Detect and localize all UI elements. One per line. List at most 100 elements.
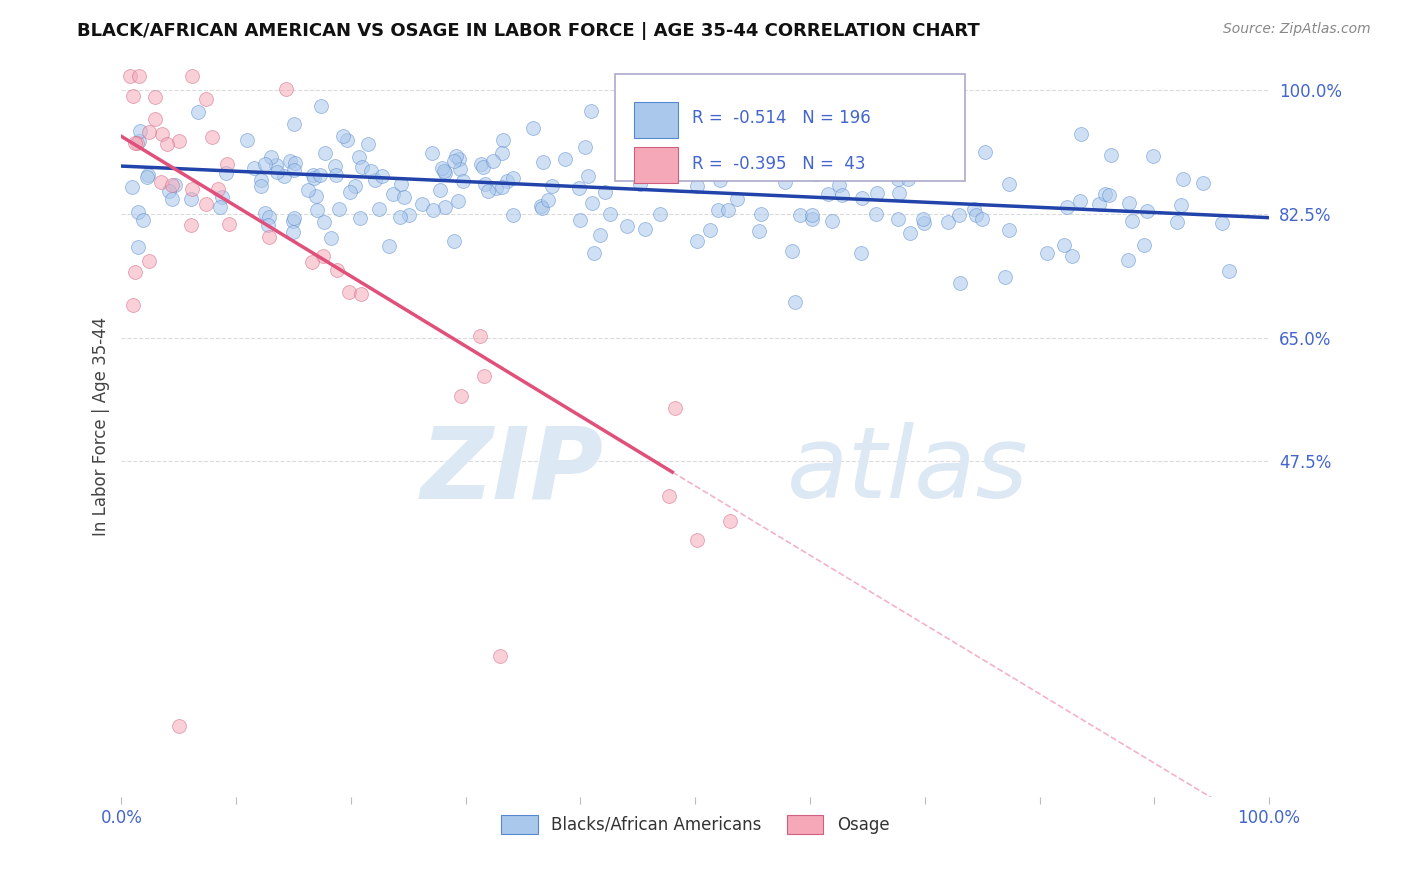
Point	[443, 154, 465, 169]
Point	[568, 213, 591, 227]
Point	[302, 170, 325, 185]
Point	[963, 202, 986, 217]
Point	[127, 205, 149, 219]
Point	[789, 208, 811, 222]
Point	[1053, 237, 1076, 252]
Point	[716, 157, 738, 171]
Point	[201, 130, 224, 145]
Point	[579, 103, 602, 118]
FancyBboxPatch shape	[614, 74, 965, 181]
Point	[1136, 203, 1159, 218]
Point	[890, 148, 912, 162]
Point	[865, 207, 887, 221]
Point	[138, 125, 160, 139]
Point	[259, 210, 281, 224]
Point	[398, 208, 420, 222]
Point	[710, 112, 733, 126]
Point	[250, 178, 273, 193]
Point	[581, 195, 603, 210]
Point	[785, 161, 807, 175]
Point	[775, 175, 797, 189]
Bar	[634, 147, 678, 183]
Point	[284, 156, 307, 170]
Point	[628, 177, 651, 191]
Point	[450, 389, 472, 403]
Point	[749, 207, 772, 221]
Point	[127, 240, 149, 254]
Point	[686, 178, 709, 193]
Point	[167, 719, 190, 733]
Point	[314, 215, 336, 229]
Point	[718, 514, 741, 528]
Point	[378, 239, 401, 253]
Point	[283, 211, 305, 225]
Point	[381, 187, 404, 202]
Point	[1056, 200, 1078, 214]
Point	[780, 244, 803, 259]
Point	[357, 137, 380, 152]
Point	[121, 180, 143, 194]
Point	[998, 177, 1021, 191]
Point	[127, 136, 149, 150]
Point	[429, 183, 451, 197]
Text: R =  -0.514   N = 196: R = -0.514 N = 196	[692, 110, 870, 128]
Point	[323, 159, 346, 173]
Point	[157, 184, 180, 198]
Point	[207, 181, 229, 195]
Point	[283, 163, 305, 178]
Point	[215, 157, 238, 171]
Point	[658, 489, 681, 503]
Point	[576, 169, 599, 183]
Point	[325, 262, 347, 277]
Point	[449, 152, 471, 166]
Point	[283, 117, 305, 131]
Point	[661, 161, 683, 176]
Point	[350, 286, 373, 301]
Point	[243, 161, 266, 176]
Point	[433, 200, 456, 214]
Point	[662, 162, 685, 177]
Y-axis label: In Labor Force | Age 35-44: In Labor Force | Age 35-44	[93, 317, 110, 536]
Point	[143, 90, 166, 104]
Point	[150, 127, 173, 141]
Point	[887, 211, 910, 226]
Point	[634, 162, 657, 177]
Point	[122, 89, 145, 103]
Point	[128, 70, 150, 84]
Point	[489, 648, 512, 663]
Point	[194, 92, 217, 106]
Point	[661, 146, 683, 161]
Point	[1060, 249, 1083, 263]
Point	[472, 368, 495, 383]
Point	[156, 136, 179, 151]
Point	[250, 173, 273, 187]
Point	[554, 152, 576, 166]
Point	[485, 180, 508, 194]
Point	[568, 181, 591, 195]
Point	[309, 99, 332, 113]
Point	[420, 145, 443, 160]
Point	[741, 142, 763, 156]
Point	[491, 145, 513, 160]
Point	[218, 218, 240, 232]
Point	[211, 190, 233, 204]
Point	[887, 186, 910, 200]
Point	[274, 82, 297, 96]
Point	[136, 169, 159, 184]
Point	[851, 191, 873, 205]
Point	[492, 133, 515, 147]
Point	[443, 234, 465, 248]
Bar	[634, 103, 678, 137]
Point	[1132, 237, 1154, 252]
Point	[965, 208, 987, 222]
Point	[536, 193, 558, 207]
Point	[236, 133, 259, 147]
Text: Source: ZipAtlas.com: Source: ZipAtlas.com	[1223, 22, 1371, 37]
Point	[1070, 127, 1092, 141]
Point	[143, 112, 166, 127]
Point	[685, 143, 707, 157]
Point	[297, 183, 319, 197]
Point	[912, 216, 935, 230]
Point	[502, 208, 524, 222]
Point	[257, 218, 280, 232]
